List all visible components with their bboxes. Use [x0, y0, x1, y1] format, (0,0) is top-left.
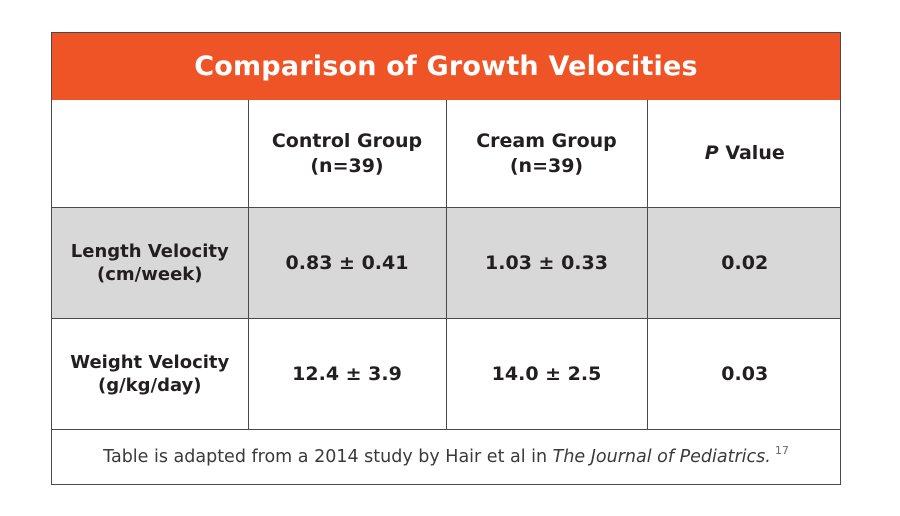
footnote-text: Table is adapted from a 2014 study by Ha… — [103, 446, 553, 467]
cell-length-control: 0.83 ± 0.41 — [247, 207, 447, 319]
header-control-line2: (n=39) — [310, 154, 384, 177]
header-cell-control: Control Group (n=39) — [247, 100, 447, 208]
footnote-reference: 17 — [774, 444, 789, 457]
header-cell-empty — [52, 100, 249, 208]
row-label-length: Length Velocity (cm/week) — [52, 207, 249, 319]
row-label-weight: Weight Velocity (g/kg/day) — [52, 318, 249, 430]
header-cell-p-value: P Value — [646, 100, 840, 208]
header-cream-line1: Cream Group — [476, 130, 617, 153]
row-label-line1: Weight Velocity — [70, 351, 230, 373]
header-p-rest: Value — [718, 142, 785, 165]
cell-weight-control: 12.4 ± 3.9 — [247, 318, 447, 430]
table-row: Length Velocity (cm/week) 0.83 ± 0.41 1.… — [52, 207, 840, 319]
growth-velocity-table: Comparison of Growth Velocities Control … — [51, 32, 841, 485]
header-row: Control Group (n=39) Cream Group (n=39) … — [52, 100, 840, 208]
cell-length-p-value: 0.02 — [646, 207, 840, 319]
cell-weight-p-value: 0.03 — [646, 318, 840, 430]
footnote-journal: The Journal of Pediatrics. — [552, 446, 771, 467]
table-footnote: Table is adapted from a 2014 study by Ha… — [52, 429, 840, 484]
data-grid: Control Group (n=39) Cream Group (n=39) … — [52, 100, 840, 430]
table-title: Comparison of Growth Velocities — [52, 33, 840, 100]
row-label-line2: (cm/week) — [97, 264, 203, 285]
header-cell-cream: Cream Group (n=39) — [445, 100, 648, 208]
row-label-line1: Length Velocity — [70, 240, 229, 262]
cell-length-cream: 1.03 ± 0.33 — [445, 207, 648, 319]
cell-weight-cream: 14.0 ± 2.5 — [445, 318, 648, 430]
header-p-italic: P — [704, 142, 719, 165]
header-control-line1: Control Group — [271, 130, 423, 153]
header-cream-line2: (n=39) — [509, 154, 584, 177]
row-label-line2: (g/kg/day) — [97, 375, 202, 396]
table-row: Weight Velocity (g/kg/day) 12.4 ± 3.9 14… — [52, 318, 840, 430]
